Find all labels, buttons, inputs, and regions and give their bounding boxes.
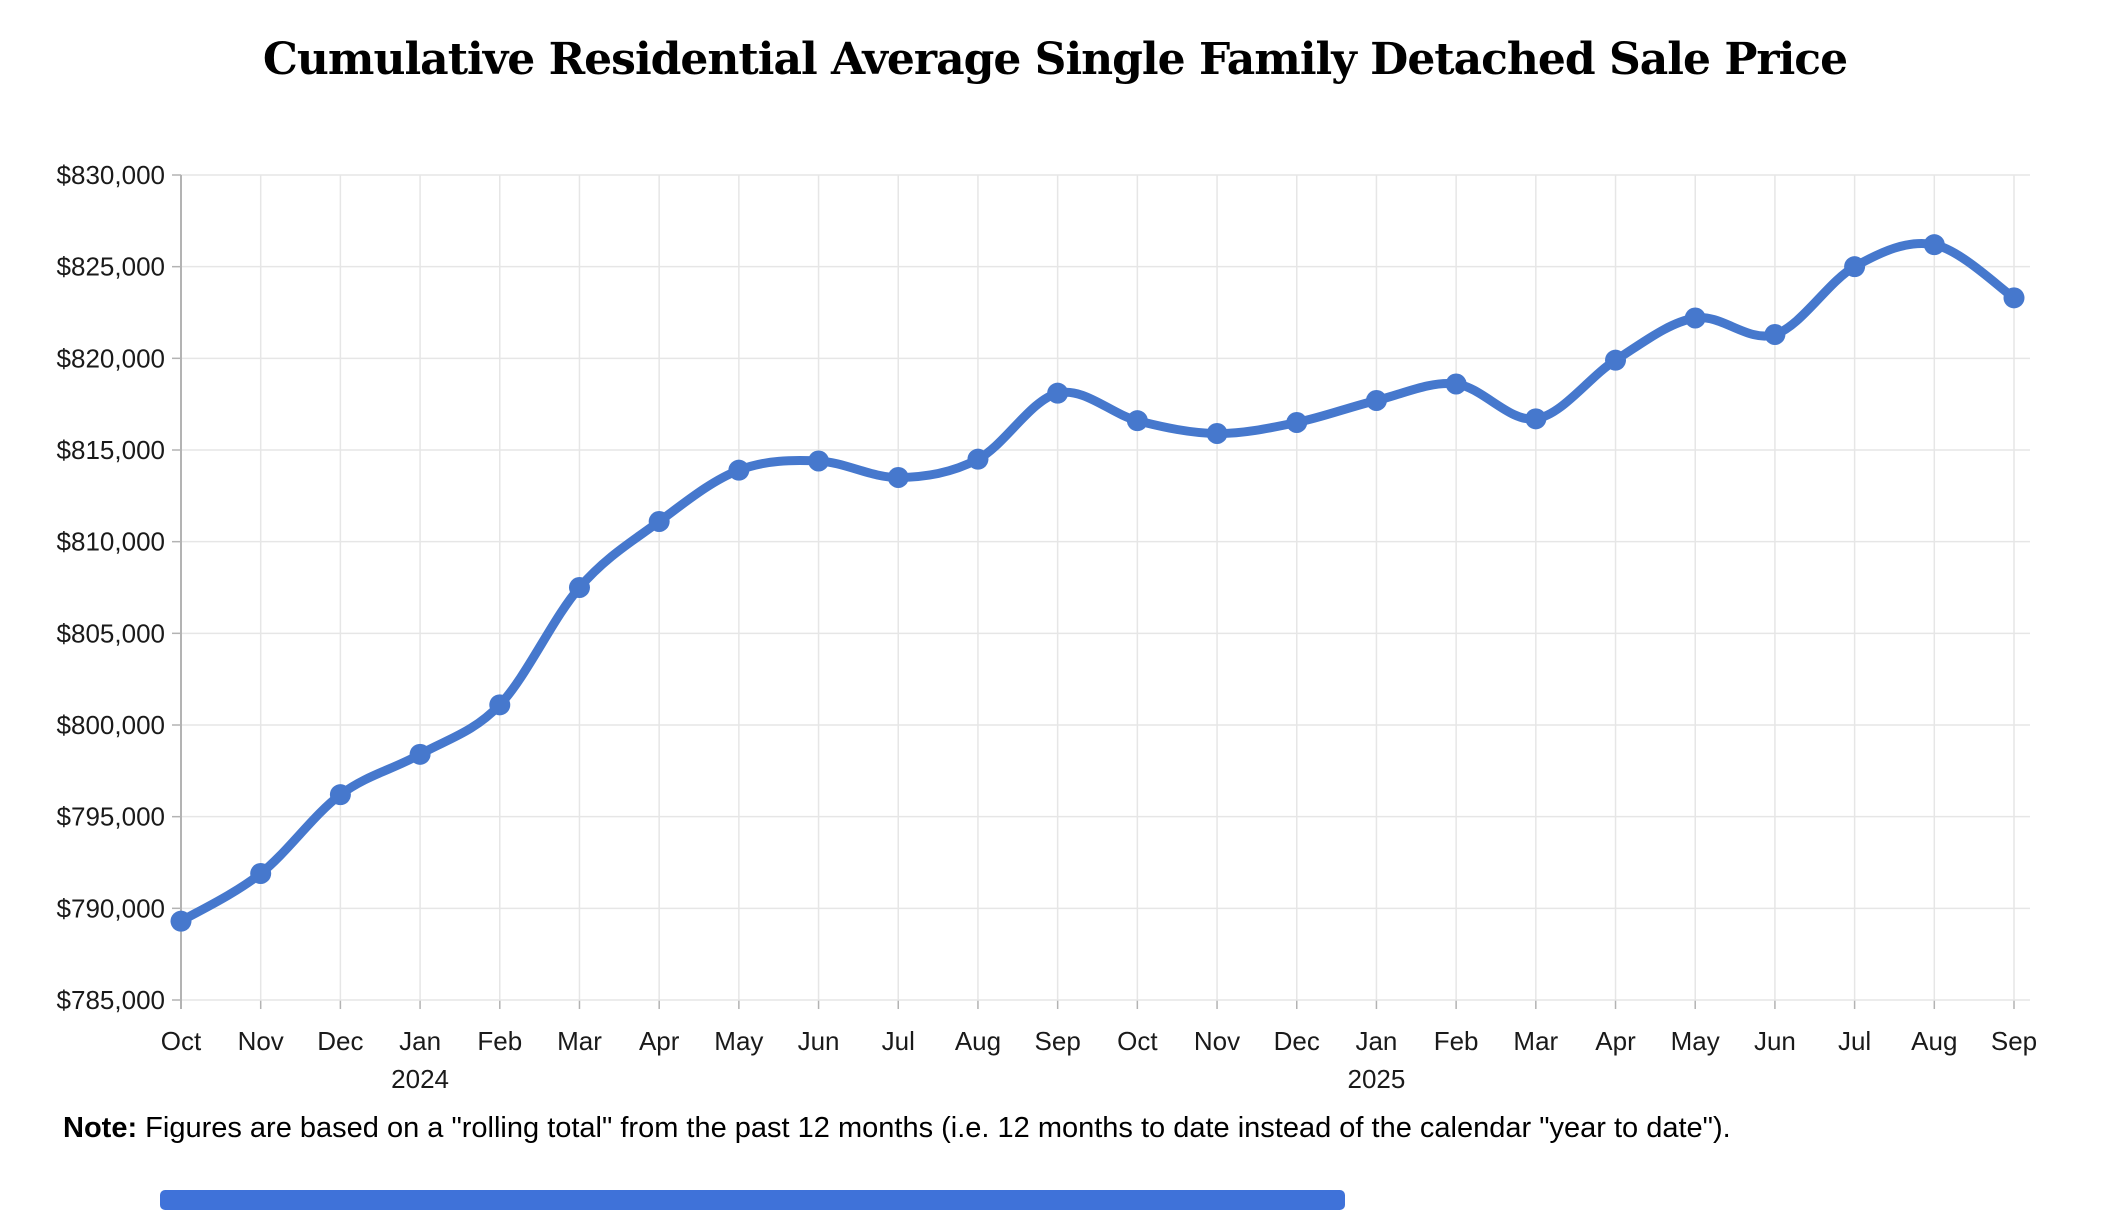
x-axis-label: Aug (955, 1026, 1001, 1056)
x-axis-label: Jun (798, 1026, 840, 1056)
data-point-marker[interactable] (1844, 256, 1866, 278)
y-axis-label: $820,000 (57, 343, 165, 373)
y-axis-label: $790,000 (57, 893, 165, 923)
x-axis-label: Sep (1035, 1026, 1081, 1056)
data-point-marker[interactable] (1684, 307, 1706, 329)
x-axis-label: May (1671, 1026, 1720, 1056)
y-axis-label: $795,000 (57, 802, 165, 832)
x-axis-label: Dec (317, 1026, 363, 1056)
data-point-marker[interactable] (329, 784, 351, 806)
y-axis-label: $810,000 (57, 527, 165, 557)
y-axis-label: $785,000 (57, 985, 165, 1015)
data-point-marker[interactable] (250, 863, 272, 884)
data-point-marker[interactable] (1605, 349, 1627, 371)
note-label: Note: (63, 1112, 138, 1144)
x-axis-label: Jul (1838, 1026, 1871, 1056)
x-axis-label: Jun (1754, 1026, 1796, 1056)
data-point-marker[interactable] (967, 448, 989, 470)
x-axis-label: Nov (238, 1026, 284, 1056)
data-point-marker[interactable] (1923, 234, 1945, 256)
data-point-marker[interactable] (1206, 423, 1228, 444)
x-axis-label: Feb (477, 1026, 522, 1056)
x-axis-label: Mar (1513, 1026, 1558, 1056)
y-axis-label: $805,000 (57, 618, 165, 648)
x-axis-label: Dec (1274, 1026, 1320, 1056)
y-axis-label: $800,000 (57, 710, 165, 740)
x-axis-label: Apr (639, 1026, 680, 1056)
data-point-marker[interactable] (1286, 412, 1308, 433)
data-point-marker[interactable] (728, 459, 750, 481)
x-axis-label: Jan (399, 1026, 441, 1056)
data-point-marker[interactable] (170, 910, 192, 932)
data-point-marker[interactable] (808, 450, 830, 472)
x-axis-label: Sep (1991, 1026, 2037, 1056)
y-axis-label: $830,000 (57, 160, 165, 190)
x-axis-label: May (714, 1026, 763, 1056)
x-axis-label: Nov (1194, 1026, 1240, 1056)
x-axis-label: Oct (1117, 1026, 1158, 1056)
note-text: Note: Figures are based on a "rolling to… (63, 1112, 1731, 1145)
data-point-marker[interactable] (2003, 287, 2025, 309)
x-axis-label: Apr (1595, 1026, 1636, 1056)
x-axis-label: Jul (882, 1026, 915, 1056)
x-axis-label: Feb (1434, 1026, 1479, 1056)
x-axis-year-label: 2024 (391, 1064, 449, 1094)
x-axis-year-label: 2025 (1348, 1064, 1406, 1094)
x-axis-label: Mar (557, 1026, 602, 1056)
x-axis-label: Aug (1911, 1026, 1957, 1056)
data-point-marker[interactable] (409, 743, 431, 765)
data-point-marker[interactable] (489, 694, 511, 716)
data-point-marker[interactable] (1445, 373, 1467, 395)
data-point-marker[interactable] (1525, 408, 1547, 430)
data-point-marker[interactable] (1764, 324, 1786, 345)
chart-title: Cumulative Residential Average Single Fa… (262, 34, 1848, 85)
data-point-marker[interactable] (1047, 382, 1069, 404)
data-point-marker[interactable] (1365, 390, 1387, 411)
bottom-scrollbar-thumb[interactable] (160, 1190, 1345, 1210)
data-point-marker[interactable] (568, 577, 590, 598)
data-point-marker[interactable] (887, 467, 909, 488)
series-line (176, 239, 2019, 926)
data-point-marker[interactable] (648, 511, 670, 532)
data-point-marker[interactable] (1126, 410, 1148, 432)
y-axis-label: $825,000 (57, 252, 165, 282)
x-axis-label: Oct (161, 1026, 202, 1056)
x-axis-label: Jan (1355, 1026, 1397, 1056)
note-body: Figures are based on a "rolling total" f… (137, 1112, 1731, 1144)
y-axis-label: $815,000 (57, 435, 165, 465)
